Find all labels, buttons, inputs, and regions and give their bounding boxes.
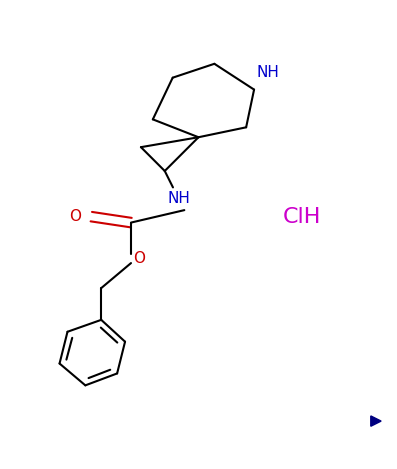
Text: O: O: [133, 251, 145, 266]
Text: NH: NH: [167, 191, 190, 206]
Text: ClH: ClH: [283, 207, 321, 227]
Text: O: O: [69, 209, 81, 224]
Text: NH: NH: [256, 65, 279, 80]
Polygon shape: [371, 416, 381, 426]
